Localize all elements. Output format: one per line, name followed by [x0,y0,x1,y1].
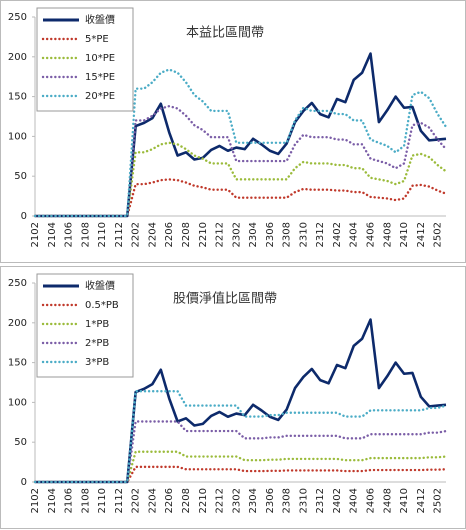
x-tick-label: 2404 [349,222,360,247]
x-tick-label: 2212 [215,488,226,513]
x-tick-label: 2206 [164,488,175,513]
chart-panel: 0 50 100 150 200 250 2102 2104 2106 2108 2110 2112 2… [0,266,466,529]
x-tick-label: 2202 [131,488,142,513]
y-tick-label: 100 [8,131,27,142]
y-tick-label: 0 [21,477,27,488]
x-tick-label: 2104 [47,222,58,247]
x-tick-label: 2502 [433,488,444,513]
x-tick-label: 2106 [64,222,75,247]
x-tick-label: 2502 [433,222,444,247]
x-tick-label: 2204 [147,488,158,513]
y-tick-label: 0 [21,211,27,222]
x-tick-label: 2402 [332,222,343,247]
x-tick-label: 2410 [399,488,410,513]
legend-label: 15*PE [85,72,115,83]
x-tick-label: 2310 [298,222,309,247]
x-tick-label: 2406 [366,488,377,513]
y-tick-label: 50 [14,171,27,182]
legend-label: 收盤價 [85,279,115,292]
y-tick-label: 150 [8,358,27,369]
legend-label: 5*PE [85,34,109,45]
x-tick-label: 2404 [349,488,360,513]
x-tick-label: 2408 [382,222,393,247]
x-tick-label: 2308 [282,488,293,513]
legend-label: 2*PB [85,338,109,349]
x-tick-label: 2302 [231,222,242,247]
series-line [33,390,448,484]
x-tick-label: 2312 [315,488,326,513]
x-tick-label: 2202 [131,222,142,247]
x-tick-label: 2212 [215,222,226,247]
y-tick-label: 200 [8,52,27,63]
x-tick-label: 2304 [248,488,259,513]
x-tick-label: 2210 [198,488,209,513]
x-tick-label: 2106 [64,488,75,513]
x-tick-label: 2406 [366,222,377,247]
x-tick-label: 2108 [80,488,91,513]
x-tick-label: 2110 [97,222,108,247]
y-tick-label: 50 [14,437,27,448]
x-tick-label: 2310 [298,488,309,513]
x-tick-label: 2312 [315,222,326,247]
legend-label: 收盤價 [85,13,115,26]
x-tick-label: 2402 [332,488,343,513]
legend-box [36,273,134,378]
chart-title: 股價淨值比區間帶 [173,291,277,307]
legend-label: 20*PE [85,91,115,102]
x-tick-label: 2206 [164,222,175,247]
x-tick-label: 2304 [248,222,259,247]
chart-panel: 0 50 100 150 200 250 2102 2104 2106 2108 2110 2112 2… [0,0,466,263]
legend-label: 0.5*PB [85,300,119,311]
x-tick-label: 2308 [282,222,293,247]
x-tick-label: 2208 [181,488,192,513]
x-tick-label: 2410 [399,222,410,247]
x-tick-label: 2112 [114,222,125,247]
x-tick-label: 2204 [147,222,158,247]
x-tick-label: 2412 [416,222,427,247]
series-line [33,68,448,218]
x-tick-label: 2102 [30,222,41,247]
x-tick-label: 2302 [231,488,242,513]
x-tick-label: 2110 [97,488,108,513]
y-tick-label: 200 [8,318,27,329]
legend-box [36,7,134,112]
x-tick-label: 2104 [47,488,58,513]
x-tick-label: 2112 [114,488,125,513]
y-tick-label: 100 [8,397,27,408]
x-tick-label: 2306 [265,488,276,513]
x-tick-label: 2102 [30,488,41,513]
x-tick-label: 2210 [198,222,209,247]
legend-label: 10*PE [85,53,115,64]
legend-label: 1*PB [85,319,109,330]
x-tick-label: 2408 [382,488,393,513]
chart-title: 本益比區間帶 [186,26,264,41]
x-tick-label: 2412 [416,488,427,513]
y-tick-label: 250 [8,278,27,289]
y-tick-label: 150 [8,92,27,103]
x-tick-label: 2108 [80,222,91,247]
x-tick-label: 2306 [265,222,276,247]
x-tick-label: 2208 [181,222,192,247]
legend-label: 3*PB [85,357,109,368]
y-tick-label: 250 [8,12,27,23]
